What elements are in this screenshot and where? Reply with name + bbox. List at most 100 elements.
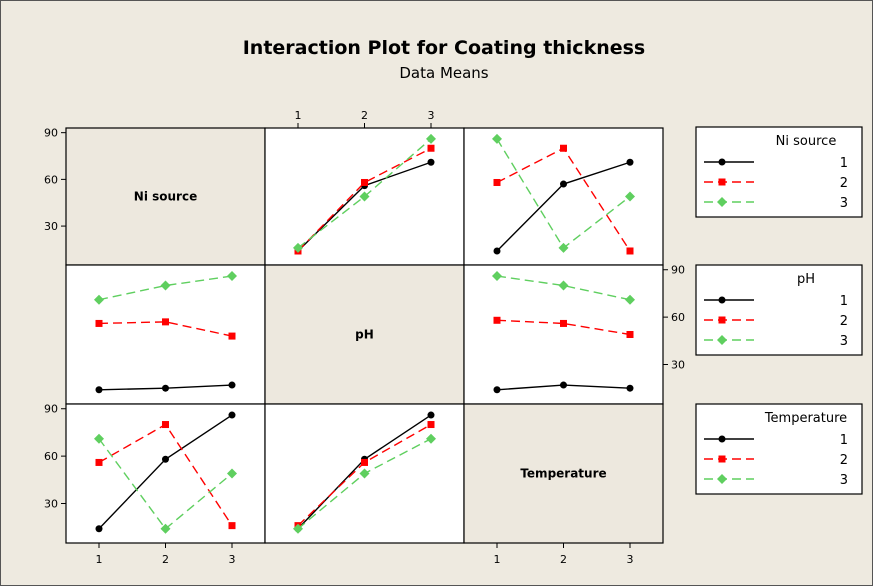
data-point bbox=[626, 384, 634, 392]
data-point bbox=[492, 133, 502, 144]
diagonal-cell bbox=[264, 264, 465, 405]
legend-marker bbox=[718, 158, 726, 166]
data-point bbox=[625, 191, 635, 202]
data-point bbox=[228, 411, 236, 419]
chart-title: Interaction Plot for Coating thickness bbox=[243, 37, 646, 59]
data-point bbox=[162, 455, 169, 463]
series-line bbox=[98, 321, 233, 337]
data-point bbox=[426, 433, 436, 444]
legend-label: 1 bbox=[840, 156, 848, 171]
x-tick-label: 2 bbox=[162, 553, 169, 566]
data-point bbox=[293, 242, 303, 253]
data-point bbox=[560, 381, 567, 389]
data-point bbox=[493, 316, 501, 324]
plot-matrix: Ni source pH Temperature 30 60 90 30 60 90 30 60 90… bbox=[44, 109, 685, 566]
data-point bbox=[160, 523, 171, 534]
legend-marker bbox=[718, 455, 726, 463]
legend-label: 3 bbox=[840, 473, 848, 488]
panel bbox=[293, 133, 436, 255]
legend-label: 2 bbox=[840, 314, 848, 329]
x-tick-label: 1 bbox=[96, 553, 103, 566]
y-tick-label: 90 bbox=[671, 264, 685, 277]
series-line bbox=[98, 438, 233, 530]
data-point bbox=[558, 280, 569, 291]
data-point bbox=[359, 468, 370, 479]
panel bbox=[293, 411, 436, 534]
data-point bbox=[361, 178, 368, 186]
data-point bbox=[427, 144, 435, 152]
legend-label: 1 bbox=[840, 294, 848, 309]
data-point bbox=[426, 133, 436, 144]
series-line bbox=[297, 147, 432, 252]
legend-marker bbox=[718, 178, 726, 186]
data-point bbox=[227, 468, 237, 479]
y-tick-label: 60 bbox=[44, 173, 58, 186]
legend-label: 3 bbox=[840, 196, 848, 211]
data-point bbox=[162, 318, 169, 326]
data-point bbox=[359, 191, 370, 202]
y-tick-label: 90 bbox=[44, 403, 58, 416]
series-line bbox=[496, 319, 631, 336]
series-line bbox=[98, 275, 233, 301]
x-tick-label: 2 bbox=[361, 109, 368, 122]
factor-label: Ni source bbox=[134, 190, 197, 204]
data-point bbox=[361, 458, 368, 466]
y-tick-label: 60 bbox=[671, 311, 685, 324]
data-point bbox=[626, 331, 634, 338]
data-point bbox=[560, 319, 567, 327]
legend-marker bbox=[718, 435, 726, 443]
data-point bbox=[160, 280, 171, 291]
data-point bbox=[626, 247, 634, 255]
y-tick-label: 30 bbox=[671, 359, 685, 372]
data-point bbox=[427, 421, 435, 429]
y-tick-label: 30 bbox=[44, 220, 58, 233]
data-point bbox=[493, 247, 501, 255]
panel bbox=[492, 271, 635, 394]
data-point bbox=[558, 242, 569, 253]
data-point bbox=[228, 332, 236, 340]
data-point bbox=[625, 294, 635, 305]
y-tick-label: 30 bbox=[44, 498, 58, 511]
legend-title: Ni source bbox=[776, 134, 837, 149]
factor-label: pH bbox=[355, 328, 374, 342]
panel bbox=[94, 271, 237, 394]
data-point bbox=[95, 319, 103, 327]
legend-label: 3 bbox=[840, 334, 848, 349]
legend-marker bbox=[718, 316, 726, 324]
x-tick-label: 3 bbox=[627, 553, 634, 566]
data-point bbox=[427, 411, 435, 419]
legend-label: 1 bbox=[840, 433, 848, 448]
data-point bbox=[94, 433, 104, 444]
data-point bbox=[228, 522, 236, 530]
data-point bbox=[95, 525, 103, 533]
data-point bbox=[227, 271, 237, 282]
data-point bbox=[560, 180, 567, 188]
data-point bbox=[560, 144, 567, 152]
legend-title: Temperature bbox=[764, 411, 847, 426]
panel bbox=[94, 411, 237, 534]
data-point bbox=[626, 158, 634, 166]
y-tick-label: 90 bbox=[44, 127, 58, 140]
y-tick-label: 60 bbox=[44, 450, 58, 463]
x-tick-label: 1 bbox=[295, 109, 302, 122]
data-point bbox=[427, 158, 435, 166]
data-point bbox=[94, 294, 104, 305]
legend: Temperature 1 2 3 bbox=[695, 403, 863, 495]
x-tick-label: 2 bbox=[560, 553, 567, 566]
data-point bbox=[162, 384, 169, 392]
chart-subtitle: Data Means bbox=[399, 64, 488, 82]
legend-title: pH bbox=[797, 272, 815, 287]
data-point bbox=[228, 381, 236, 389]
legend-marker bbox=[717, 335, 727, 345]
data-point bbox=[95, 458, 103, 466]
x-tick-label: 1 bbox=[494, 553, 501, 566]
legend-marker bbox=[717, 197, 727, 207]
data-point bbox=[95, 386, 103, 394]
legend: pH 1 2 3 bbox=[695, 264, 863, 356]
x-tick-label: 3 bbox=[229, 553, 236, 566]
diagonal-cell bbox=[463, 403, 664, 544]
data-point bbox=[162, 421, 169, 429]
legend-marker bbox=[718, 296, 726, 304]
